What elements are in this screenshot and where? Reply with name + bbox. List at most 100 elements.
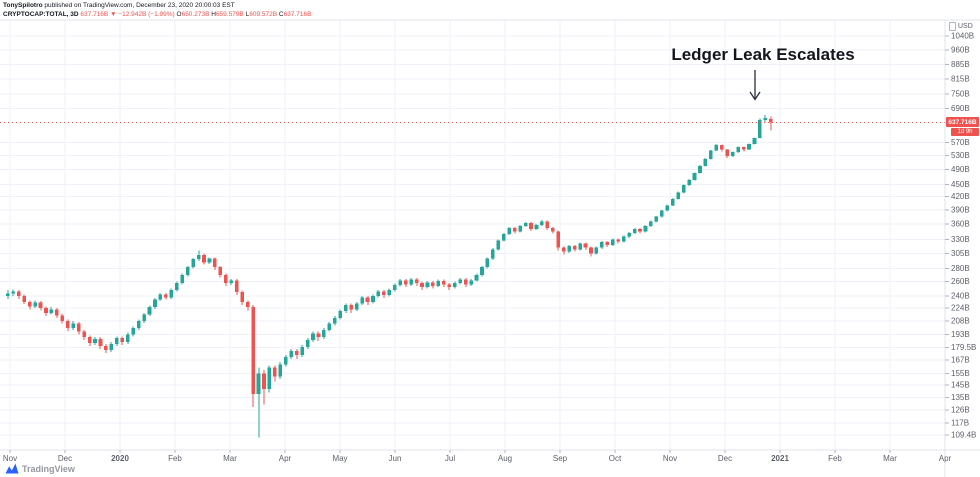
candle-body bbox=[267, 367, 272, 389]
price-tick-label: 167B bbox=[951, 356, 970, 365]
symbol-status-row: CRYPTOCAP:TOTAL, 3D 637.716B ▼ −12.942B … bbox=[3, 11, 311, 20]
candle-body bbox=[33, 302, 37, 307]
candle-body bbox=[480, 267, 484, 275]
candle-body bbox=[392, 285, 397, 290]
candle-body bbox=[207, 258, 212, 263]
candle-body bbox=[660, 210, 664, 217]
byline-rest: published on TradingView.com, December 2… bbox=[42, 2, 235, 9]
price-tick-label: 260B bbox=[951, 277, 970, 286]
candle-body bbox=[338, 311, 343, 318]
price-tick-label: 885B bbox=[951, 60, 970, 69]
candle-body bbox=[158, 294, 163, 300]
candle-body bbox=[725, 149, 729, 157]
candle-body bbox=[360, 297, 364, 304]
candle-body bbox=[414, 279, 419, 283]
candle-body bbox=[333, 317, 337, 324]
candle-body bbox=[458, 279, 462, 283]
candle-body bbox=[670, 198, 675, 206]
price-tick-label: 224B bbox=[951, 304, 970, 313]
candle-body bbox=[589, 247, 593, 254]
candle-body bbox=[512, 227, 517, 232]
price-tick-label: 570B bbox=[951, 138, 970, 147]
candle-body bbox=[447, 284, 452, 288]
candle-body bbox=[256, 373, 261, 394]
candle-body bbox=[11, 291, 16, 294]
candle-body bbox=[638, 228, 642, 232]
candle-body bbox=[87, 337, 92, 343]
price-tick-label: 750B bbox=[951, 89, 970, 98]
price-tick-label: 280B bbox=[951, 264, 970, 273]
candle-body bbox=[692, 172, 697, 180]
candle-body bbox=[251, 307, 255, 394]
candle-body bbox=[120, 338, 125, 342]
candle-body bbox=[681, 185, 686, 193]
time-tick-label: 2020 bbox=[111, 454, 129, 463]
time-tick-label: Feb bbox=[168, 454, 182, 463]
candle-body bbox=[136, 321, 141, 329]
currency-icon bbox=[949, 22, 956, 31]
byline-username: TonySpilotro bbox=[3, 2, 43, 9]
candle-body bbox=[245, 301, 250, 308]
candle-body bbox=[115, 338, 119, 344]
candle-body bbox=[632, 228, 637, 234]
candle-body bbox=[349, 304, 353, 310]
time-tick-label: Mar bbox=[883, 454, 897, 463]
open-label: O bbox=[176, 10, 182, 18]
price-tick-label: 815B bbox=[951, 75, 970, 84]
candle-body bbox=[463, 279, 468, 285]
candle-body bbox=[109, 343, 114, 350]
candle-body bbox=[709, 150, 713, 159]
candle-body bbox=[605, 242, 610, 245]
price-tick-label: 305B bbox=[951, 249, 970, 258]
candle-body bbox=[382, 291, 386, 296]
candle-body bbox=[283, 356, 288, 365]
candle-body bbox=[649, 221, 653, 226]
candle-body bbox=[496, 240, 501, 250]
candle-body bbox=[294, 350, 299, 355]
time-tick-label: Oct bbox=[609, 454, 622, 463]
tradingview-brand-text: TradingView bbox=[22, 463, 75, 474]
candle-body bbox=[736, 146, 740, 153]
candle-body bbox=[534, 224, 539, 229]
candle-body bbox=[698, 165, 702, 173]
candle-body bbox=[27, 301, 32, 307]
bar-countdown-badge: 1d 9h bbox=[951, 128, 979, 137]
time-tick-label: Jun bbox=[389, 454, 402, 463]
candle-body bbox=[71, 323, 75, 329]
price-tick-label: 126B bbox=[951, 405, 970, 414]
current-price-badge: 637.716B bbox=[946, 117, 979, 128]
candle-body bbox=[82, 331, 86, 338]
candle-body bbox=[425, 282, 430, 288]
candle-body bbox=[529, 222, 533, 229]
price-tick-label: 360B bbox=[951, 219, 970, 228]
time-tick-label: Jul bbox=[445, 454, 455, 463]
time-tick-label: Dec bbox=[58, 454, 72, 463]
candle-body bbox=[322, 329, 326, 338]
candle-body bbox=[409, 279, 413, 285]
candle-body bbox=[387, 289, 392, 296]
time-tick-label: Apr bbox=[939, 454, 952, 463]
currency-label: USD bbox=[958, 23, 973, 30]
high-label: H bbox=[211, 10, 216, 18]
close-label: C bbox=[278, 10, 284, 18]
candle-body bbox=[561, 247, 566, 252]
candle-body bbox=[164, 294, 168, 298]
close-value: 637.716B bbox=[283, 10, 312, 18]
tradingview-brand-link[interactable]: TradingView bbox=[5, 463, 75, 474]
candle-body bbox=[551, 227, 555, 232]
time-tick-label: Sep bbox=[553, 454, 568, 463]
candle-body bbox=[398, 280, 402, 286]
candle-body bbox=[311, 333, 315, 341]
candle-body bbox=[98, 339, 103, 346]
price-tick-label: 179.5B bbox=[951, 343, 976, 352]
candle-body bbox=[180, 274, 184, 283]
axis-layer: 1040B 960B 885B 815B 750B 690B 570B 530B 490B 450… bbox=[3, 32, 976, 464]
time-tick-label: Apr bbox=[279, 454, 292, 463]
candle-body bbox=[278, 364, 283, 377]
candle-body bbox=[627, 233, 631, 237]
overlay-layer bbox=[0, 19, 980, 477]
price-tick-label: 135B bbox=[951, 393, 970, 402]
time-tick-label: 2021 bbox=[771, 454, 789, 463]
open-value: 650.273B bbox=[181, 10, 210, 18]
candle-body bbox=[540, 221, 544, 225]
